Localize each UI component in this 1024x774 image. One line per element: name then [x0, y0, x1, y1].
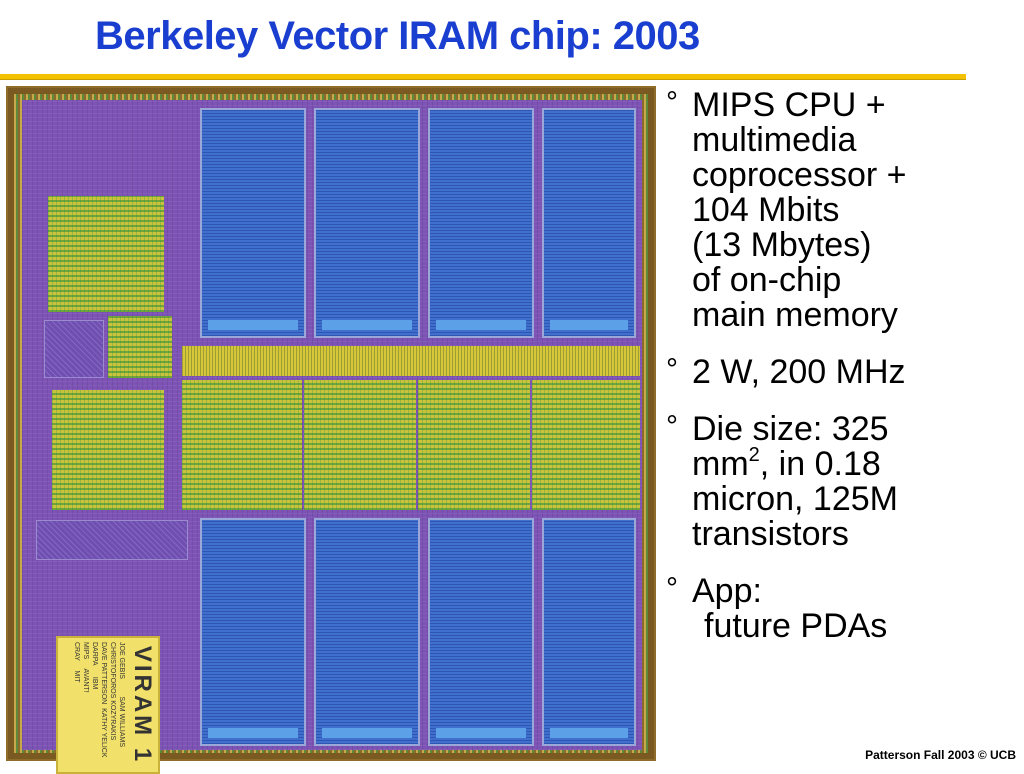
slide-footer: Patterson Fall 2003 © UCB [865, 748, 1016, 762]
chip-credits-text: JOE GEBIS SAM WILLIAMS CHRISTOFOROS KOZY… [73, 642, 125, 758]
slide-title: Berkeley Vector IRAM chip: 2003 [95, 14, 700, 58]
bullet-line: micron, 125M [692, 480, 898, 518]
bullet-line: main memory [692, 296, 898, 334]
bullet-marker: ° [666, 353, 678, 386]
vector-lane-1 [182, 380, 302, 510]
memory-bank-bottom-4 [542, 518, 636, 746]
cache-block [44, 320, 104, 378]
memory-bank-top-3 [428, 108, 534, 338]
io-interface-block [36, 520, 188, 560]
bullet-item: ° MIPS CPU + multimedia coprocessor + 10… [664, 86, 1020, 334]
memory-bank-bottom-1 [200, 518, 306, 746]
vector-lane-4 [532, 380, 640, 510]
chip-die-photo: VIRAM 1 JOE GEBIS SAM WILLIAMS CHRISTOFO… [6, 86, 656, 774]
bullet-line: of on-chip [692, 261, 842, 299]
bullet-line: 2 W, 200 MHz [692, 353, 906, 391]
bullet-line-with-superscript: mm2, in 0.18 [692, 444, 1020, 483]
memory-bank-top-2 [314, 108, 420, 338]
memory-bank-top-4 [542, 108, 636, 338]
bullet-line: MIPS CPU + [692, 86, 886, 124]
title-underline [0, 74, 966, 79]
bullet-list: ° MIPS CPU + multimedia coprocessor + 10… [664, 86, 1020, 666]
bullet-line: (13 Mbytes) [692, 226, 872, 264]
superscript-text: 2 [748, 444, 760, 466]
memory-bank-bottom-3 [428, 518, 534, 746]
chip-core [22, 100, 642, 750]
vector-lane-3 [418, 380, 530, 510]
bullet-line: 104 Mbits [692, 191, 840, 229]
bullet-line: coprocessor + [692, 156, 907, 194]
bullet-item: ° Die size: 325 mm2, in 0.18 micron, 125… [664, 410, 1020, 553]
bullet-marker: ° [666, 572, 678, 605]
title-underline-shadow [0, 79, 966, 80]
control-logic-block [108, 316, 172, 378]
bullet-line: Die size: 325 [692, 410, 889, 448]
bullet-line-rest: , in 0.18 [759, 445, 881, 483]
memory-bank-top-1 [200, 108, 306, 338]
chip-signature-label: VIRAM 1 JOE GEBIS SAM WILLIAMS CHRISTOFO… [56, 636, 160, 774]
bullet-marker: ° [666, 410, 678, 443]
unit-text: mm [692, 445, 749, 483]
memory-bank-bottom-2 [314, 518, 420, 746]
bullet-line: multimedia [692, 121, 857, 159]
bullet-line: App: [692, 572, 762, 610]
bullet-line: transistors [692, 515, 849, 553]
chip-name-text: VIRAM 1 [129, 645, 156, 765]
vector-lane-2 [304, 380, 416, 510]
bullet-marker: ° [666, 86, 678, 119]
bullet-item: ° App: future PDAs [664, 572, 1020, 645]
bullet-item: ° 2 W, 200 MHz [664, 353, 1020, 391]
mips-cpu-block [48, 196, 164, 312]
bullet-line: future PDAs [704, 607, 888, 645]
vector-control-block [52, 390, 164, 510]
crossbar-bus [182, 346, 640, 376]
